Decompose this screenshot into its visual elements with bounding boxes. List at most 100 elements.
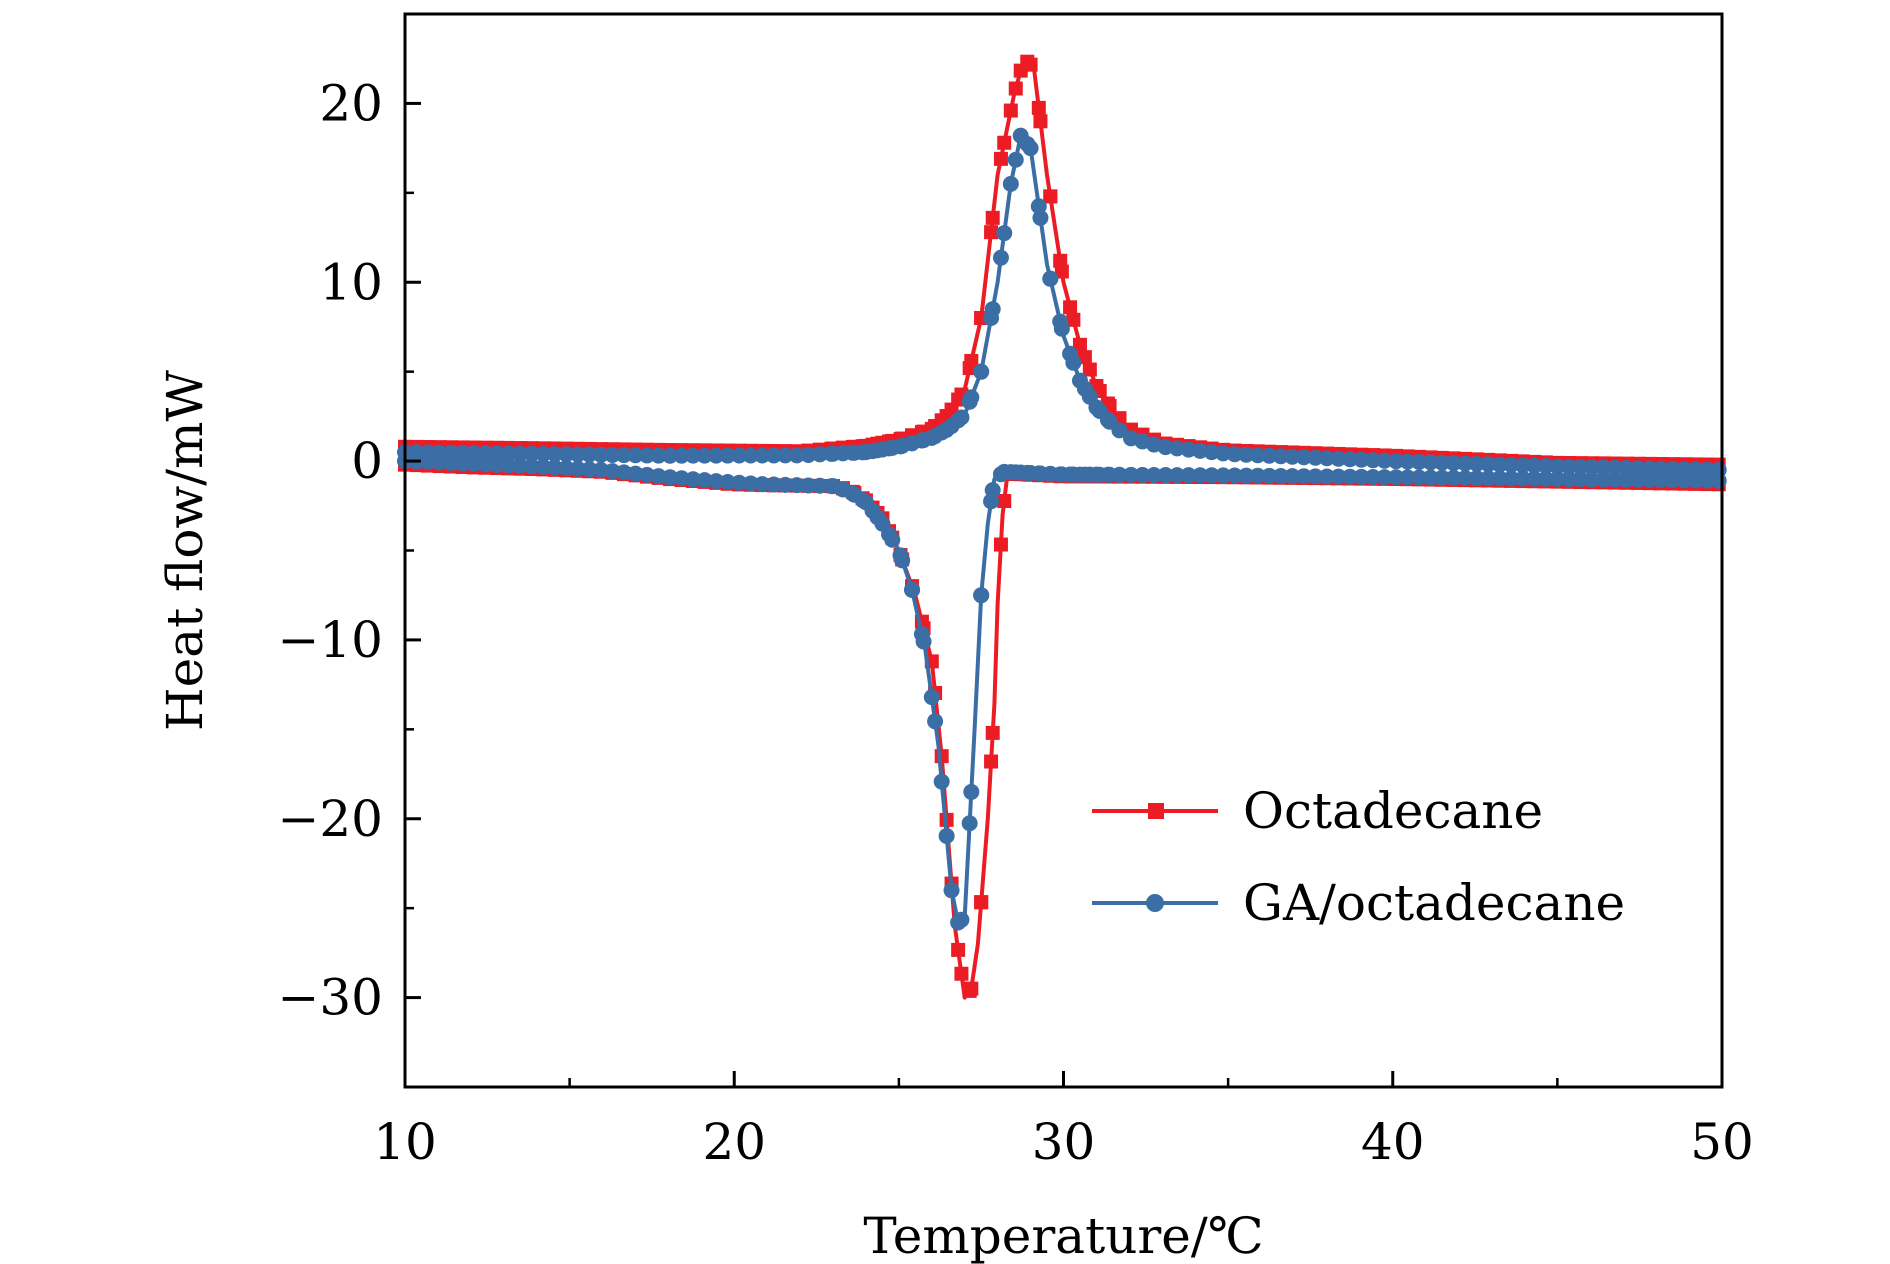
data-point <box>973 587 990 604</box>
data-point <box>558 460 575 477</box>
data-point <box>477 445 494 462</box>
data-point <box>420 454 437 471</box>
data-point <box>1503 470 1520 487</box>
data-point <box>569 460 586 477</box>
data-point <box>1146 466 1163 483</box>
data-point <box>923 689 940 706</box>
data-point <box>1388 453 1405 470</box>
data-point <box>1653 472 1670 489</box>
series-line-cooling <box>404 459 1723 925</box>
data-point <box>1549 470 1566 487</box>
data-point <box>1537 470 1554 487</box>
data-point <box>604 446 621 463</box>
data-point <box>963 389 980 406</box>
data-point <box>1053 320 1070 337</box>
data-point <box>638 466 655 483</box>
data-point <box>954 966 969 981</box>
legend-label-octadecane: Octadecane <box>1243 782 1543 840</box>
data-point <box>1007 151 1024 168</box>
data-point <box>1063 300 1078 315</box>
data-point <box>997 135 1012 150</box>
y-tick-label: −20 <box>277 790 383 848</box>
data-point <box>1376 452 1393 469</box>
data-point <box>1399 453 1416 470</box>
data-point <box>581 461 598 478</box>
data-point <box>1618 459 1635 476</box>
y-tick-label: 20 <box>319 74 383 132</box>
data-point <box>788 447 805 464</box>
data-point <box>1192 467 1209 484</box>
series-ga-octadecane <box>397 127 1727 931</box>
data-point <box>1307 468 1324 485</box>
data-point <box>1341 451 1358 468</box>
x-tick-label: 40 <box>1361 1113 1425 1171</box>
data-point <box>535 458 552 475</box>
data-point <box>984 225 999 240</box>
data-point <box>1687 472 1704 489</box>
data-point <box>662 469 679 486</box>
data-point <box>1411 453 1428 470</box>
data-point <box>984 482 1001 499</box>
data-point <box>754 476 771 493</box>
data-point <box>1537 458 1554 475</box>
data-point <box>894 552 911 569</box>
data-point <box>615 447 632 464</box>
data-point <box>1053 253 1068 268</box>
data-point <box>569 446 586 463</box>
data-point <box>1226 467 1243 484</box>
data-point <box>1399 469 1416 486</box>
data-point <box>1261 447 1278 464</box>
data-point <box>1503 456 1520 473</box>
data-point <box>985 210 1000 225</box>
data-point <box>974 895 989 910</box>
data-point <box>953 911 970 928</box>
data-point <box>500 445 517 462</box>
y-tick-label: −30 <box>277 969 383 1027</box>
data-point <box>961 815 978 832</box>
data-point <box>1560 471 1577 488</box>
data-point <box>1180 441 1197 458</box>
data-point <box>489 456 506 473</box>
data-point <box>1169 467 1186 484</box>
data-point <box>1066 312 1081 327</box>
data-point <box>1376 469 1393 486</box>
data-point <box>719 474 736 491</box>
data-point <box>1468 455 1485 472</box>
data-point <box>1157 467 1174 484</box>
data-point <box>1272 448 1289 465</box>
data-point <box>673 470 690 487</box>
data-point <box>1491 470 1508 487</box>
data-point <box>1468 470 1485 487</box>
data-point <box>1549 458 1566 475</box>
data-point <box>1560 458 1577 475</box>
x-tick-label: 50 <box>1690 1113 1754 1171</box>
data-point <box>811 446 828 463</box>
data-point <box>489 445 506 462</box>
data-point <box>1664 472 1681 489</box>
data-point <box>1022 140 1039 157</box>
legend: Octadecane GA/octadecane <box>1092 782 1625 932</box>
data-point <box>1272 467 1289 484</box>
data-point <box>523 445 540 462</box>
data-point <box>1054 264 1069 279</box>
data-point <box>1653 460 1670 477</box>
data-point <box>997 494 1012 509</box>
data-point <box>1630 471 1647 488</box>
data-point <box>1457 469 1474 486</box>
data-point <box>1445 469 1462 486</box>
data-point <box>650 447 667 464</box>
data-point <box>1445 455 1462 472</box>
data-point <box>1353 451 1370 468</box>
data-point <box>1203 467 1220 484</box>
data-point <box>1065 354 1082 371</box>
data-point <box>1042 270 1059 287</box>
data-point <box>800 477 817 494</box>
data-point <box>754 447 771 464</box>
data-point <box>1434 469 1451 486</box>
data-point <box>1630 460 1647 477</box>
data-point <box>1238 467 1255 484</box>
data-point <box>1687 461 1704 478</box>
data-point <box>1526 470 1543 487</box>
x-tick-label: 30 <box>1032 1113 1096 1171</box>
